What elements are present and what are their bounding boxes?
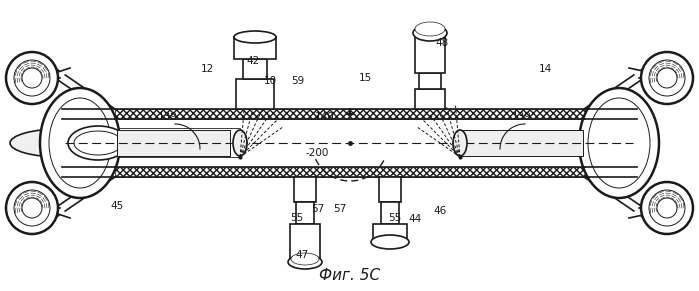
Text: 12: 12 <box>201 64 214 74</box>
Text: 139: 139 <box>158 112 178 122</box>
Bar <box>115 109 585 119</box>
Ellipse shape <box>233 130 247 156</box>
Bar <box>419 73 441 89</box>
Bar <box>373 224 407 242</box>
Text: 55: 55 <box>389 213 402 223</box>
Bar <box>115 129 240 157</box>
Ellipse shape <box>288 255 322 269</box>
Text: 57: 57 <box>311 204 324 214</box>
Text: 140: 140 <box>315 112 335 122</box>
Circle shape <box>22 68 42 88</box>
Bar <box>379 177 401 202</box>
Text: 46: 46 <box>433 206 447 216</box>
Text: 44: 44 <box>408 214 421 224</box>
Text: 42: 42 <box>246 56 259 66</box>
Ellipse shape <box>371 235 409 249</box>
Polygon shape <box>24 68 70 78</box>
Text: 48: 48 <box>435 38 449 48</box>
Circle shape <box>14 60 50 96</box>
Text: 55: 55 <box>290 213 303 223</box>
Bar <box>296 202 314 224</box>
Polygon shape <box>629 208 675 218</box>
Text: 47: 47 <box>296 250 309 260</box>
Text: 59: 59 <box>291 76 305 86</box>
Ellipse shape <box>234 31 276 43</box>
Circle shape <box>641 52 693 104</box>
Bar <box>375 226 405 240</box>
Bar <box>117 130 230 156</box>
Circle shape <box>6 52 58 104</box>
Bar <box>290 224 320 262</box>
Circle shape <box>641 182 693 234</box>
Text: -200: -200 <box>305 148 329 158</box>
Circle shape <box>14 190 50 226</box>
Ellipse shape <box>453 130 467 156</box>
Bar <box>415 89 445 109</box>
Text: 139: 139 <box>512 112 532 122</box>
Bar <box>417 35 443 71</box>
Bar <box>381 202 399 224</box>
Text: 15: 15 <box>359 73 372 83</box>
Bar <box>460 130 583 156</box>
Ellipse shape <box>413 25 447 41</box>
Text: 45: 45 <box>110 201 124 211</box>
Ellipse shape <box>68 126 128 160</box>
Ellipse shape <box>291 253 319 265</box>
Text: Фиг. 5C: Фиг. 5C <box>319 267 380 283</box>
Ellipse shape <box>40 88 120 198</box>
Bar <box>238 81 272 107</box>
Circle shape <box>649 60 685 96</box>
Circle shape <box>657 198 677 218</box>
Bar <box>115 167 585 177</box>
Circle shape <box>6 182 58 234</box>
Bar <box>237 40 273 56</box>
Polygon shape <box>24 208 70 218</box>
Ellipse shape <box>415 22 445 36</box>
Ellipse shape <box>10 129 110 157</box>
Ellipse shape <box>579 88 659 198</box>
Text: 57: 57 <box>333 204 347 214</box>
Ellipse shape <box>74 131 122 155</box>
Circle shape <box>649 190 685 226</box>
Ellipse shape <box>588 98 650 188</box>
Bar <box>294 177 316 202</box>
Bar <box>236 79 274 109</box>
Bar <box>296 179 314 200</box>
Bar <box>234 37 276 59</box>
Text: 14: 14 <box>538 64 552 74</box>
Bar <box>417 91 443 107</box>
Polygon shape <box>629 68 675 78</box>
Circle shape <box>22 198 42 218</box>
Bar <box>415 33 445 73</box>
Bar <box>243 59 267 79</box>
Text: 10: 10 <box>264 76 277 86</box>
Bar <box>381 179 399 200</box>
Ellipse shape <box>49 98 111 188</box>
Circle shape <box>657 68 677 88</box>
Bar <box>60 129 240 157</box>
